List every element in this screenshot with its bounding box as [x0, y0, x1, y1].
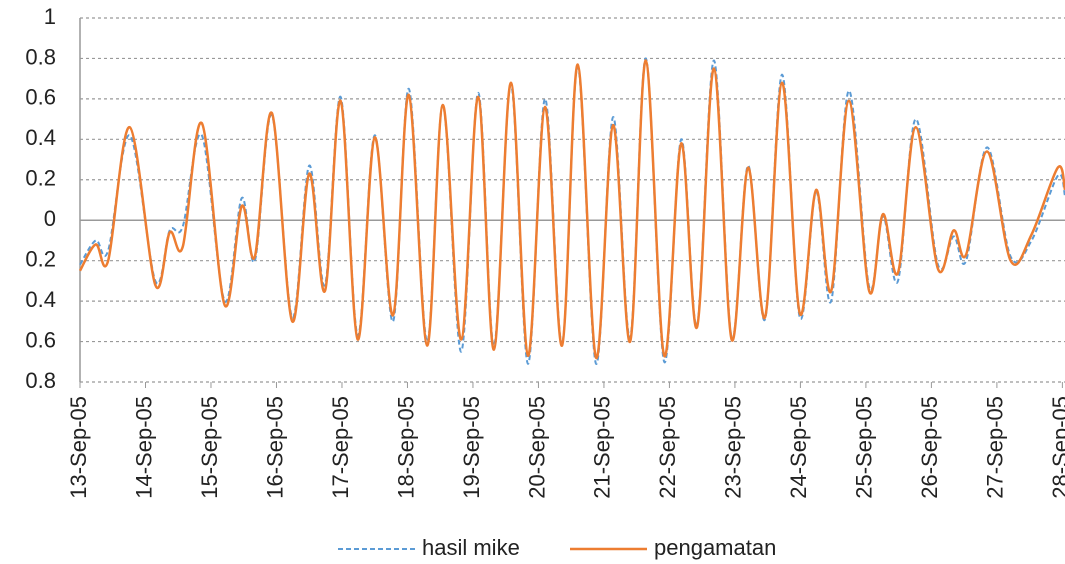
series-line — [78, 59, 1065, 360]
x-tick-label: 18-Sep-05 — [393, 396, 418, 499]
x-tick-label: 17-Sep-05 — [328, 396, 353, 499]
legend-label: hasil mike — [422, 535, 520, 560]
y-tick-label: 0.8 — [25, 368, 56, 393]
y-tick-label: 0.8 — [25, 44, 56, 69]
y-tick-label: 0.6 — [25, 85, 56, 110]
x-tick-label: 23-Sep-05 — [721, 396, 746, 499]
y-tick-label: 0 — [44, 206, 56, 231]
series-line — [79, 57, 1065, 365]
y-tick-label: 0.2 — [25, 246, 56, 271]
x-tick-label: 19-Sep-05 — [459, 396, 484, 499]
x-tick-label: 21-Sep-05 — [590, 396, 615, 499]
x-tick-label: 26-Sep-05 — [917, 396, 942, 499]
x-tick-label: 15-Sep-05 — [197, 396, 222, 499]
legend-label: pengamatan — [654, 535, 776, 560]
x-tick-label: 16-Sep-05 — [262, 396, 287, 499]
x-tick-label: 25-Sep-05 — [852, 396, 877, 499]
y-tick-label: 0.4 — [25, 125, 56, 150]
x-tick-label: 22-Sep-05 — [655, 396, 680, 499]
x-tick-label: 28-Sep-05 — [1048, 396, 1065, 499]
y-tick-label: 0.4 — [25, 287, 56, 312]
y-tick-label: 0.2 — [25, 166, 56, 191]
x-tick-label: 20-Sep-05 — [524, 396, 549, 499]
x-tick-label: 24-Sep-05 — [786, 396, 811, 499]
y-tick-label: 1 — [44, 4, 56, 29]
x-tick-label: 14-Sep-05 — [131, 396, 156, 499]
x-tick-label: 27-Sep-05 — [983, 396, 1008, 499]
x-tick-label: 13-Sep-05 — [66, 396, 91, 499]
y-tick-label: 0.6 — [25, 327, 56, 352]
